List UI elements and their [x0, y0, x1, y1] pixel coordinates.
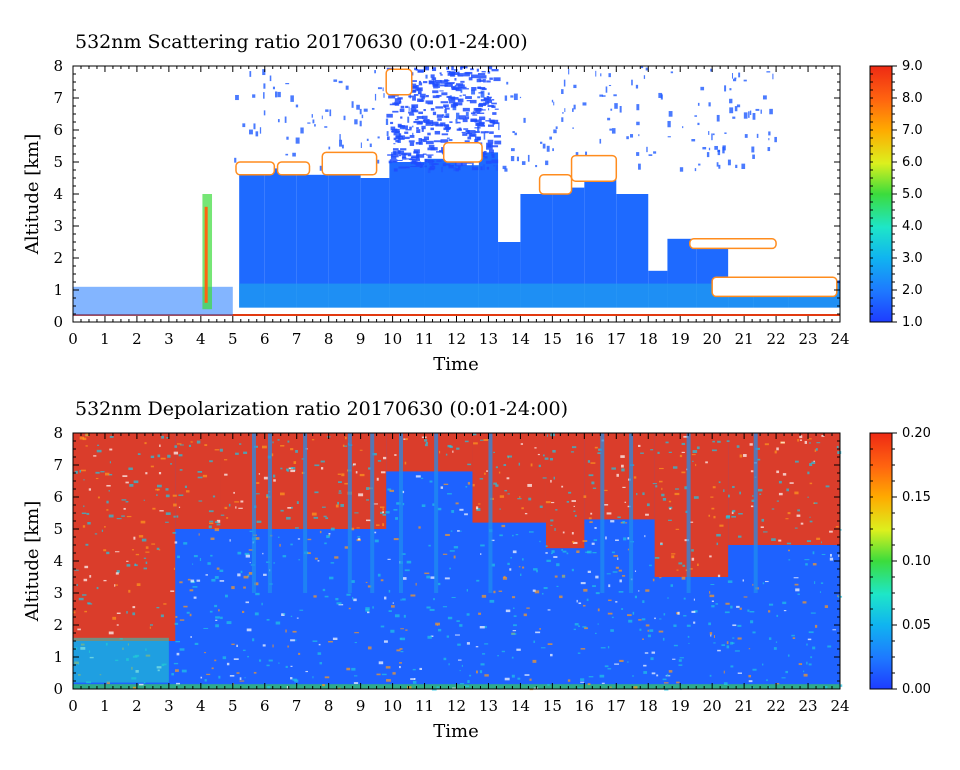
colorbar-tick-label: 0.10 [902, 554, 931, 569]
y-tick-label: 8 [53, 57, 63, 75]
x-tick-label: 2 [132, 330, 142, 348]
y-tick-label: 0 [53, 680, 63, 698]
colorbar-tick-label: 7.0 [902, 123, 923, 138]
x-tick-label: 23 [798, 330, 817, 348]
y-tick-label: 6 [53, 121, 63, 139]
x-tick-label: 13 [479, 330, 498, 348]
y-tick-label: 4 [53, 185, 63, 203]
colorbar-tick-label: 6.0 [902, 155, 923, 170]
x-tick-label: 17 [607, 697, 626, 715]
x-tick-label: 1 [100, 697, 110, 715]
x-tick-label: 16 [575, 330, 594, 348]
scattering-panel: 532nm Scattering ratio 20170630 (0:01-24… [22, 31, 923, 375]
y-tick-label: 6 [53, 488, 63, 506]
x-tick-label: 4 [196, 697, 206, 715]
depolarization-colorbar [869, 432, 893, 690]
scattering-x-label: Time [433, 354, 478, 375]
scattering-title: 532nm Scattering ratio 20170630 (0:01-24… [75, 31, 528, 53]
x-tick-label: 3 [164, 697, 174, 715]
x-tick-label: 6 [260, 697, 270, 715]
colorbar-tick-label: 1.0 [902, 315, 923, 330]
x-tick-label: 15 [543, 697, 562, 715]
x-tick-label: 21 [735, 330, 754, 348]
x-tick-label: 10 [383, 697, 402, 715]
x-tick-label: 14 [511, 330, 530, 348]
x-tick-label: 16 [575, 697, 594, 715]
y-tick-label: 7 [53, 89, 63, 107]
x-tick-label: 11 [415, 330, 434, 348]
x-tick-label: 3 [164, 330, 174, 348]
x-tick-label: 2 [132, 697, 142, 715]
x-tick-label: 20 [703, 330, 722, 348]
y-tick-label: 1 [53, 281, 63, 299]
depolarization-panel: 532nm Depolarization ratio 20170630 (0:0… [22, 398, 931, 742]
y-tick-label: 5 [53, 153, 63, 171]
colorbar-tick-label: 0.05 [902, 618, 931, 633]
y-tick-label: 3 [53, 217, 63, 235]
y-tick-label: 3 [53, 584, 63, 602]
x-tick-label: 0 [68, 697, 78, 715]
colorbar-tick-label: 4.0 [902, 219, 923, 234]
x-tick-label: 18 [639, 697, 658, 715]
scattering-colorbar [869, 65, 893, 323]
x-tick-label: 17 [607, 330, 626, 348]
colorbar-tick-label: 0.00 [902, 682, 931, 697]
x-tick-label: 7 [292, 330, 302, 348]
x-tick-label: 1 [100, 330, 110, 348]
y-tick-label: 5 [53, 520, 63, 538]
scattering-colorbar-ticks: 1.0 2.0 3.0 4.0 5.0 6.0 7.0 8.0 9.0 [870, 59, 923, 330]
depolarization-colorbar-ticks: 0.00 0.05 0.10 0.15 0.20 [870, 426, 931, 697]
scattering-ticks: 0 1 2 3 4 5 6 7 8 9 10 11 12 13 14 15 16 17 18 19 20 21 22 23 24… [53, 57, 849, 348]
x-tick-label: 24 [830, 697, 849, 715]
scattering-field [73, 66, 840, 316]
x-tick-label: 15 [543, 330, 562, 348]
y-tick-label: 2 [53, 249, 63, 267]
colorbar-tick-label: 8.0 [902, 91, 923, 106]
colorbar-tick-label: 0.15 [902, 490, 931, 505]
x-tick-label: 24 [830, 330, 849, 348]
y-tick-label: 0 [53, 313, 63, 331]
x-tick-label: 12 [447, 330, 466, 348]
x-tick-label: 7 [292, 697, 302, 715]
y-tick-label: 4 [53, 552, 63, 570]
x-tick-label: 13 [479, 697, 498, 715]
x-tick-label: 22 [767, 697, 786, 715]
x-tick-label: 22 [767, 330, 786, 348]
x-tick-label: 23 [798, 697, 817, 715]
x-tick-label: 5 [228, 330, 238, 348]
y-tick-label: 8 [53, 424, 63, 442]
x-tick-label: 8 [324, 330, 334, 348]
x-tick-label: 20 [703, 697, 722, 715]
y-tick-label: 2 [53, 616, 63, 634]
x-tick-label: 5 [228, 697, 238, 715]
scattering-y-label: Altitude [km] [22, 134, 43, 256]
y-tick-label: 1 [53, 648, 63, 666]
depolarization-ticks: 0 1 2 3 4 5 6 7 8 9 10 11 12 13 14 15 16 17 18 19 20 21 22 23 24… [53, 424, 849, 715]
depolarization-field [73, 433, 844, 692]
x-tick-label: 0 [68, 330, 78, 348]
depolarization-title: 532nm Depolarization ratio 20170630 (0:0… [75, 398, 568, 420]
x-tick-label: 8 [324, 697, 334, 715]
colorbar-tick-label: 9.0 [902, 59, 923, 74]
x-tick-label: 4 [196, 330, 206, 348]
x-tick-label: 19 [671, 330, 690, 348]
x-tick-label: 14 [511, 697, 530, 715]
y-tick-label: 7 [53, 456, 63, 474]
colorbar-tick-label: 5.0 [902, 187, 923, 202]
x-tick-label: 9 [356, 697, 366, 715]
depolarization-x-label: Time [433, 721, 478, 742]
x-tick-label: 10 [383, 330, 402, 348]
x-tick-label: 19 [671, 697, 690, 715]
x-tick-label: 9 [356, 330, 366, 348]
x-tick-label: 18 [639, 330, 658, 348]
colorbar-tick-label: 2.0 [902, 283, 923, 298]
colorbar-tick-label: 3.0 [902, 251, 923, 266]
x-tick-label: 21 [735, 697, 754, 715]
x-tick-label: 6 [260, 330, 270, 348]
colorbar-tick-label: 0.20 [902, 426, 931, 441]
x-tick-label: 11 [415, 697, 434, 715]
x-tick-label: 12 [447, 697, 466, 715]
depolarization-y-label: Altitude [km] [22, 501, 43, 623]
